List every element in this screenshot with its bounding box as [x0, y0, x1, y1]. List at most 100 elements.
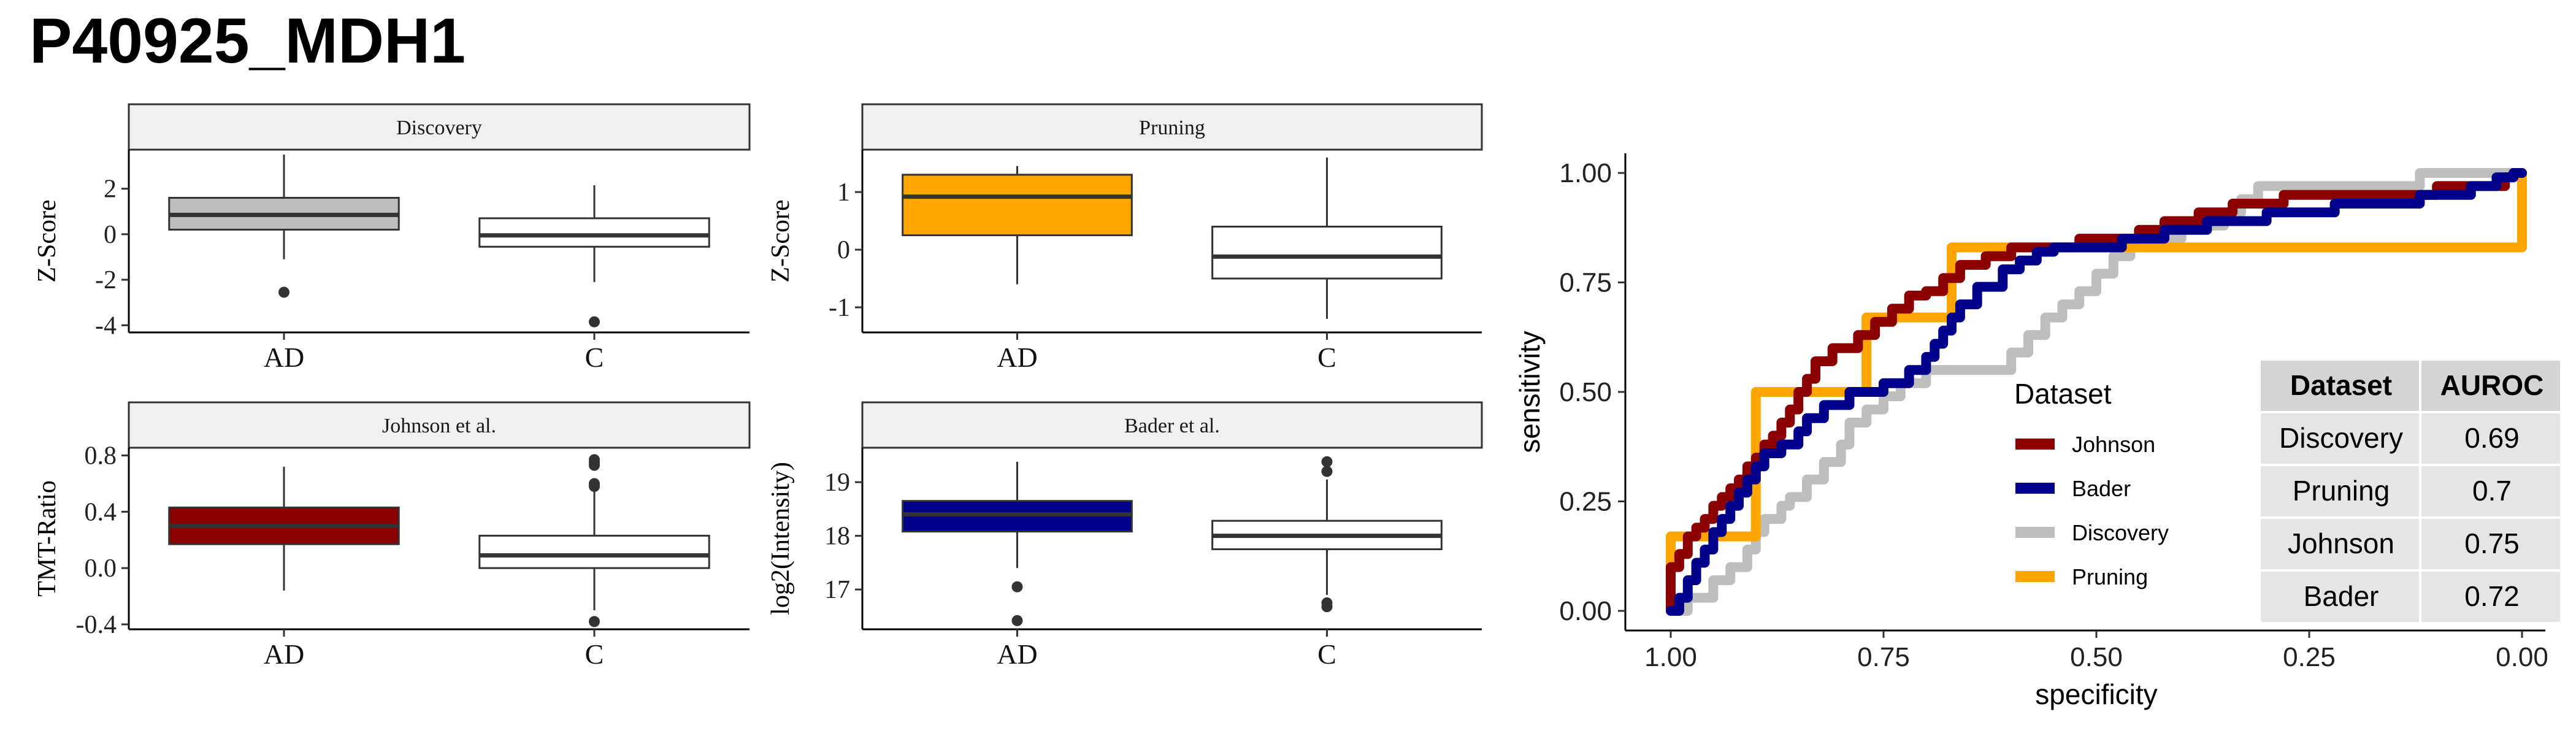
- boxplot-panel-2: Johnson et al. -0.4 0.0 0.4 0.8 AD C TMT-Ratio: [33, 401, 751, 670]
- y-tick-label: -0.4: [76, 611, 117, 639]
- box-C: [478, 454, 710, 627]
- outlier-point: [589, 616, 600, 627]
- panel-strip: [861, 401, 1483, 449]
- panel-strip-label: Pruning: [1139, 117, 1205, 139]
- panel-strip: [861, 103, 1483, 151]
- roc-y-tick-label: 0.75: [1559, 268, 1612, 298]
- outlier-point: [1321, 466, 1333, 477]
- y-tick-label: 18: [824, 523, 850, 551]
- box-AD: [902, 166, 1133, 285]
- roc-y-tick-label: 1.00: [1559, 158, 1612, 188]
- main-title: P40925_MDH1: [29, 6, 466, 77]
- outlier-point: [1321, 456, 1333, 467]
- table-cell-text: 0.72: [2464, 580, 2520, 612]
- y-tick-label: 0.0: [85, 554, 117, 583]
- legend-label-discovery: Discovery: [2072, 520, 2169, 545]
- table-cell: [2421, 413, 2560, 464]
- x-tick-label: C: [1317, 342, 1336, 373]
- outlier-point: [1011, 615, 1023, 626]
- table-cell-text: Discovery: [2279, 422, 2403, 454]
- table-header-label: Dataset: [2290, 369, 2392, 401]
- table-cell: [2261, 413, 2419, 464]
- table-cell-text: Johnson: [2288, 527, 2394, 559]
- table-header-cell: [2421, 361, 2560, 411]
- y-axis-title: Z-Score: [33, 199, 61, 282]
- outlier-point: [1011, 581, 1023, 592]
- y-tick-label: -4: [95, 312, 117, 340]
- table-cell-text: 0.69: [2464, 422, 2520, 454]
- table-header-label: AUROC: [2440, 369, 2544, 401]
- y-tick-label: 0: [104, 221, 117, 249]
- x-tick-label: C: [585, 638, 604, 670]
- y-tick-label: 2: [104, 175, 117, 204]
- roc-legend: Dataset Johnson Bader Discovery Pruning: [2014, 378, 2169, 589]
- x-tick-label: C: [585, 342, 604, 373]
- box-AD: [902, 461, 1133, 626]
- table-cell-text: 0.7: [2472, 475, 2512, 507]
- table-cell: [2261, 519, 2419, 569]
- box-AD: [168, 466, 400, 591]
- y-axis-title: log2(Intensity): [767, 462, 795, 615]
- table-cell-text: Pruning: [2293, 475, 2390, 507]
- roc-curve-johnson: [1666, 168, 2527, 616]
- legend-label-bader: Bader: [2072, 476, 2131, 501]
- x-tick-label: AD: [997, 342, 1037, 373]
- roc-x-tick-label: 0.25: [2283, 642, 2336, 672]
- y-tick-label: -1: [829, 294, 850, 322]
- roc-x-tick-label: 0.00: [2496, 642, 2548, 672]
- box-iqr: [902, 174, 1133, 237]
- y-tick-label: 0.8: [85, 442, 117, 470]
- box-C: [1211, 456, 1443, 613]
- boxplot-panel-0: Discovery -4 -2 0 2 AD C Z-Score: [33, 103, 751, 373]
- legend-label-pruning: Pruning: [2072, 564, 2148, 589]
- panel-strip: [128, 103, 751, 151]
- x-tick-label: AD: [264, 638, 304, 670]
- y-axis-title: Z-Score: [767, 199, 795, 282]
- outlier-point: [589, 478, 600, 489]
- table-cell: [2421, 466, 2560, 516]
- roc-y-tick-label: 0.50: [1559, 377, 1612, 407]
- roc-x-tick-label: 1.00: [1644, 642, 1697, 672]
- roc-y-tick-label: 0.00: [1559, 596, 1612, 626]
- roc-x-tick-label: 0.50: [2070, 642, 2123, 672]
- outlier-point: [1321, 601, 1333, 613]
- x-tick-label: AD: [997, 638, 1037, 670]
- legend-title: Dataset: [2014, 378, 2112, 410]
- box-C: [478, 185, 710, 328]
- table-header-cell: [2261, 361, 2419, 411]
- box-iqr: [1211, 226, 1443, 280]
- roc-x-axis-title: specificity: [2035, 678, 2157, 710]
- x-tick-label: C: [1317, 638, 1336, 670]
- x-tick-label: AD: [264, 342, 304, 373]
- box-iqr: [478, 534, 710, 569]
- table-cell: [2421, 572, 2560, 622]
- panel-strip-label: Johnson et al.: [382, 415, 496, 437]
- table-cell: [2421, 519, 2560, 569]
- table-cell-text: Bader: [2304, 580, 2379, 612]
- table-cell: [2261, 466, 2419, 516]
- roc-panel: 0.00 0.25 0.50 0.75 1.00 1.00 0.75 0.50 0.25 0.00…: [1514, 153, 2560, 710]
- y-tick-label: 19: [824, 469, 850, 497]
- box-iqr: [478, 217, 710, 248]
- roc-y-axis-title: sensitivity: [1514, 331, 1546, 453]
- outlier-point: [589, 454, 600, 466]
- table-cell-text: 0.75: [2464, 527, 2520, 559]
- panel-strip-label: Bader et al.: [1124, 415, 1220, 437]
- y-tick-label: 1: [837, 178, 850, 207]
- y-tick-label: -2: [95, 266, 117, 294]
- y-axis-title: TMT-Ratio: [33, 480, 61, 597]
- panel-strip: [128, 401, 751, 449]
- table-cell: [2261, 572, 2419, 622]
- box-AD: [168, 155, 400, 298]
- outlier-point: [589, 316, 600, 328]
- y-tick-label: 0.4: [85, 498, 117, 526]
- y-tick-label: 0: [837, 236, 850, 264]
- box-C: [1211, 157, 1443, 319]
- outlier-point: [278, 286, 289, 298]
- roc-x-tick-label: 0.75: [1857, 642, 1910, 672]
- boxplot-panel-1: Pruning -1 0 1 AD C Z-Score: [767, 103, 1483, 373]
- roc-curve-bader: [1666, 168, 2527, 616]
- panel-strip-label: Discovery: [396, 117, 482, 139]
